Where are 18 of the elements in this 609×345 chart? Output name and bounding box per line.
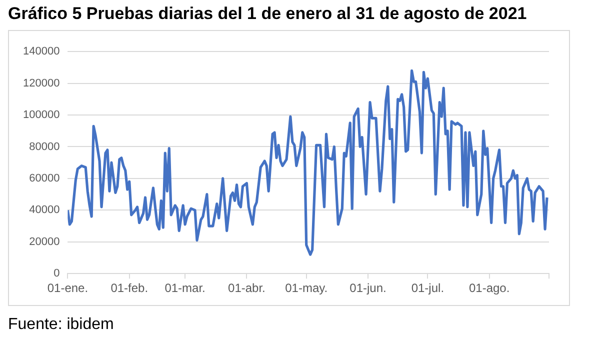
y-tick-label: 140000	[22, 46, 60, 58]
y-tick-label: 60000	[29, 172, 60, 184]
source-note: Fuente: ibidem	[8, 316, 115, 334]
x-tick-label: 01-mar.	[164, 281, 206, 296]
chart-title: Gráfico 5 Pruebas diarias del 1 de enero al 31 de agosto de 2021	[8, 4, 528, 24]
y-tick-label: 40000	[29, 204, 60, 216]
x-tick-label: 01-abr.	[228, 281, 266, 296]
x-tick-label: 01-may.	[285, 281, 328, 296]
x-tick-label: 01-jun.	[350, 281, 386, 296]
y-tick-label: 80000	[29, 140, 60, 153]
y-tick-label: 20000	[29, 236, 60, 248]
y-tick-label: 100000	[22, 109, 60, 122]
x-tick-label: 01-ago.	[468, 281, 510, 296]
x-tick-label: 01-jul.	[411, 281, 444, 296]
x-tick-label: 01-ene.	[47, 281, 88, 296]
x-tick-label: 01-feb.	[110, 281, 148, 296]
y-tick-label: 120000	[22, 77, 60, 90]
y-tick-label: 0	[54, 268, 60, 280]
